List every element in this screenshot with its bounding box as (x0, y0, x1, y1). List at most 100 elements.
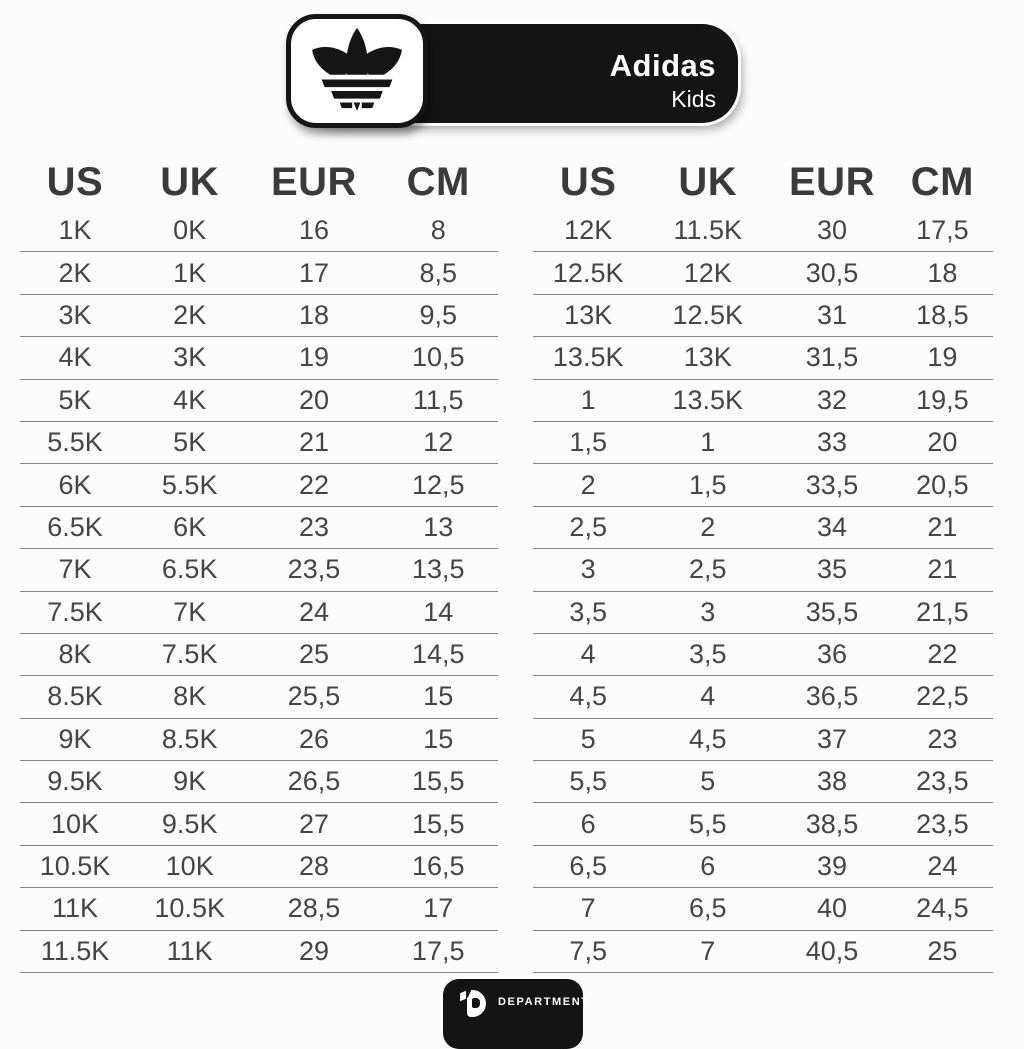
table-row: 6,5 6 39 24 (533, 846, 993, 889)
size-cell: 17,5 (916, 215, 969, 246)
size-cell: 15,5 (411, 808, 465, 839)
size-cell: 26,5 (287, 766, 341, 797)
size-table-right: US UK EUR CM 12K 11.5K 30 17,5 12.5K 12K 30,5 18 13… (533, 155, 993, 974)
size-cell: 12K (564, 215, 613, 246)
size-cell: 15 (423, 681, 454, 712)
table-row: 3 2,5 35 21 (533, 549, 993, 592)
column-header: CM (406, 160, 470, 204)
size-cell: 3 (700, 596, 716, 627)
table-row: 7,5 7 40,5 25 (533, 931, 993, 974)
size-cell: 4 (580, 639, 596, 670)
size-cell: 7 (580, 893, 596, 924)
size-cell: 19 (298, 342, 329, 373)
size-cell: 7,5 (569, 935, 607, 966)
size-cell: 18,5 (916, 299, 969, 330)
size-cell: 2K (173, 299, 207, 330)
size-cell: 6,5 (689, 893, 727, 924)
size-cell: 3 (580, 554, 596, 585)
size-cell: 5.5K (161, 469, 218, 500)
table-row: 11K 10.5K 28,5 17 (20, 888, 498, 931)
size-cell: 3,5 (569, 596, 607, 627)
footer-brand-label: DEPARTMENT (498, 996, 590, 1008)
department-d-icon (459, 986, 489, 1018)
size-cell: 23 (927, 723, 958, 754)
column-header: UK (678, 160, 738, 204)
size-cell: 16 (298, 215, 329, 246)
table-row: 13K 12.5K 31 18,5 (533, 295, 993, 338)
size-cell: 28 (298, 851, 329, 882)
footer-badge: DEPARTMENT (443, 979, 588, 1049)
size-cell: 14 (423, 596, 454, 627)
brand-text-block: Adidas Kids (610, 50, 716, 111)
size-cell: 31,5 (805, 342, 859, 373)
size-cell: 15 (423, 723, 454, 754)
size-cell: 12K (683, 257, 732, 288)
size-cell: 13K (564, 299, 613, 330)
size-cell: 11K (166, 935, 213, 966)
size-cell: 13 (423, 511, 454, 542)
size-cell: 36,5 (805, 681, 859, 712)
size-cell: 5K (173, 427, 207, 458)
table-row: 3,5 3 35,5 21,5 (533, 592, 993, 634)
size-cell: 7K (58, 554, 92, 585)
size-cell: 25 (298, 639, 329, 670)
table-row: 3K 2K 18 9,5 (20, 295, 498, 338)
column-header: UK (160, 160, 220, 204)
table-row: 5 4,5 37 23 (533, 719, 993, 762)
size-cell: 3K (173, 342, 207, 373)
size-cell: 12.5K (552, 257, 624, 288)
size-cell: 4,5 (689, 723, 727, 754)
size-cell: 8,5 (419, 257, 457, 288)
size-cell: 39 (816, 851, 847, 882)
size-table-left: US UK EUR CM 1K 0K 16 8 2K 1K 17 8,5 3K 2K 18 9,5 4K 3K 1… (20, 155, 498, 974)
size-cell: 1K (58, 215, 92, 246)
size-cell: 10.5K (154, 893, 225, 924)
size-cell: 20 (298, 384, 329, 415)
size-cell: 3K (58, 299, 92, 330)
size-cell: 1K (173, 257, 207, 288)
size-cell: 31 (816, 299, 847, 330)
size-cell: 21,5 (916, 596, 969, 627)
size-cell: 25 (927, 935, 958, 966)
column-header: US (46, 160, 104, 204)
size-cell: 21 (927, 554, 958, 585)
brand-subtitle: Kids (671, 86, 716, 112)
size-cell: 18 (927, 257, 958, 288)
table-row: 2,5 2 34 21 (533, 507, 993, 550)
size-cell: 23,5 (916, 808, 969, 839)
size-cell: 20,5 (916, 469, 969, 500)
size-cell: 19 (927, 342, 958, 373)
size-cell: 25,5 (287, 681, 341, 712)
size-cell: 10,5 (411, 342, 465, 373)
size-cell: 2 (580, 469, 596, 500)
size-cell: 1,5 (689, 469, 727, 500)
size-cell: 15,5 (411, 766, 465, 797)
size-cell: 9.5K (161, 808, 218, 839)
size-cell: 21 (927, 511, 958, 542)
column-header: EUR (789, 160, 875, 204)
size-cell: 12.5K (672, 299, 744, 330)
table-row: 11.5K 11K 29 17,5 (20, 931, 498, 974)
size-cell: 19,5 (916, 384, 969, 415)
table-row: 4,5 4 36,5 22,5 (533, 676, 993, 719)
table-row: 6.5K 6K 23 13 (20, 507, 498, 550)
size-cell: 13K (683, 342, 732, 373)
size-cell: 2,5 (689, 554, 727, 585)
table-row: 1,5 1 33 20 (533, 422, 993, 465)
size-cell: 36 (816, 639, 847, 670)
size-cell: 34 (816, 511, 847, 542)
table-row: 5,5 5 38 23,5 (533, 761, 993, 804)
size-cell: 8 (430, 215, 446, 246)
table-row: 9K 8.5K 26 15 (20, 719, 498, 762)
table-row: 10K 9.5K 27 15,5 (20, 803, 498, 846)
size-cell: 33,5 (805, 469, 859, 500)
size-cell: 33 (816, 427, 847, 458)
size-cell: 11,5 (412, 384, 464, 415)
size-cell: 8.5K (47, 681, 103, 712)
size-cell: 8K (173, 681, 207, 712)
size-cell: 9,5 (419, 299, 457, 330)
size-cell: 13.5K (552, 342, 624, 373)
size-cell: 35 (816, 554, 847, 585)
table-row: 1K 0K 16 8 (20, 210, 498, 253)
table-body: 1K 0K 16 8 2K 1K 17 8,5 3K 2K 18 9,5 4K 3K 19 10,5 5K 4K 2… (20, 210, 498, 974)
